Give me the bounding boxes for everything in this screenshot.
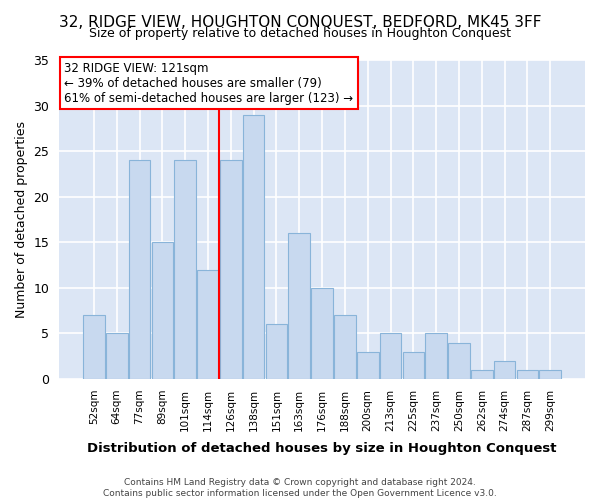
Bar xyxy=(334,315,356,379)
Bar xyxy=(539,370,561,379)
Bar xyxy=(83,315,105,379)
X-axis label: Distribution of detached houses by size in Houghton Conquest: Distribution of detached houses by size … xyxy=(88,442,557,455)
Bar xyxy=(311,288,333,379)
Bar xyxy=(175,160,196,379)
Text: Contains HM Land Registry data © Crown copyright and database right 2024.
Contai: Contains HM Land Registry data © Crown c… xyxy=(103,478,497,498)
Bar xyxy=(128,160,151,379)
Bar xyxy=(220,160,242,379)
Bar xyxy=(152,242,173,379)
Bar xyxy=(197,270,219,379)
Bar xyxy=(471,370,493,379)
Bar xyxy=(380,334,401,379)
Bar xyxy=(403,352,424,379)
Bar xyxy=(106,334,128,379)
Text: 32 RIDGE VIEW: 121sqm
← 39% of detached houses are smaller (79)
61% of semi-deta: 32 RIDGE VIEW: 121sqm ← 39% of detached … xyxy=(64,62,353,104)
Text: 32, RIDGE VIEW, HOUGHTON CONQUEST, BEDFORD, MK45 3FF: 32, RIDGE VIEW, HOUGHTON CONQUEST, BEDFO… xyxy=(59,15,541,30)
Y-axis label: Number of detached properties: Number of detached properties xyxy=(15,121,28,318)
Bar xyxy=(266,324,287,379)
Bar xyxy=(517,370,538,379)
Bar xyxy=(494,361,515,379)
Bar xyxy=(289,233,310,379)
Bar xyxy=(243,114,265,379)
Bar xyxy=(425,334,447,379)
Text: Size of property relative to detached houses in Houghton Conquest: Size of property relative to detached ho… xyxy=(89,28,511,40)
Bar xyxy=(448,342,470,379)
Bar xyxy=(357,352,379,379)
